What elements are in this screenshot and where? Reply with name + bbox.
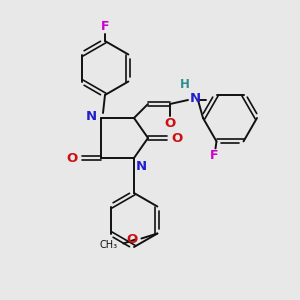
Text: O: O [67, 152, 78, 164]
Text: N: N [136, 160, 147, 173]
Text: O: O [126, 233, 137, 246]
Text: F: F [210, 149, 219, 162]
Text: CH₃: CH₃ [99, 241, 117, 250]
Text: N: N [86, 110, 97, 124]
Text: O: O [171, 131, 182, 145]
Text: F: F [101, 20, 109, 33]
Text: N: N [190, 92, 201, 106]
Text: O: O [164, 117, 175, 130]
Text: H: H [180, 78, 190, 91]
